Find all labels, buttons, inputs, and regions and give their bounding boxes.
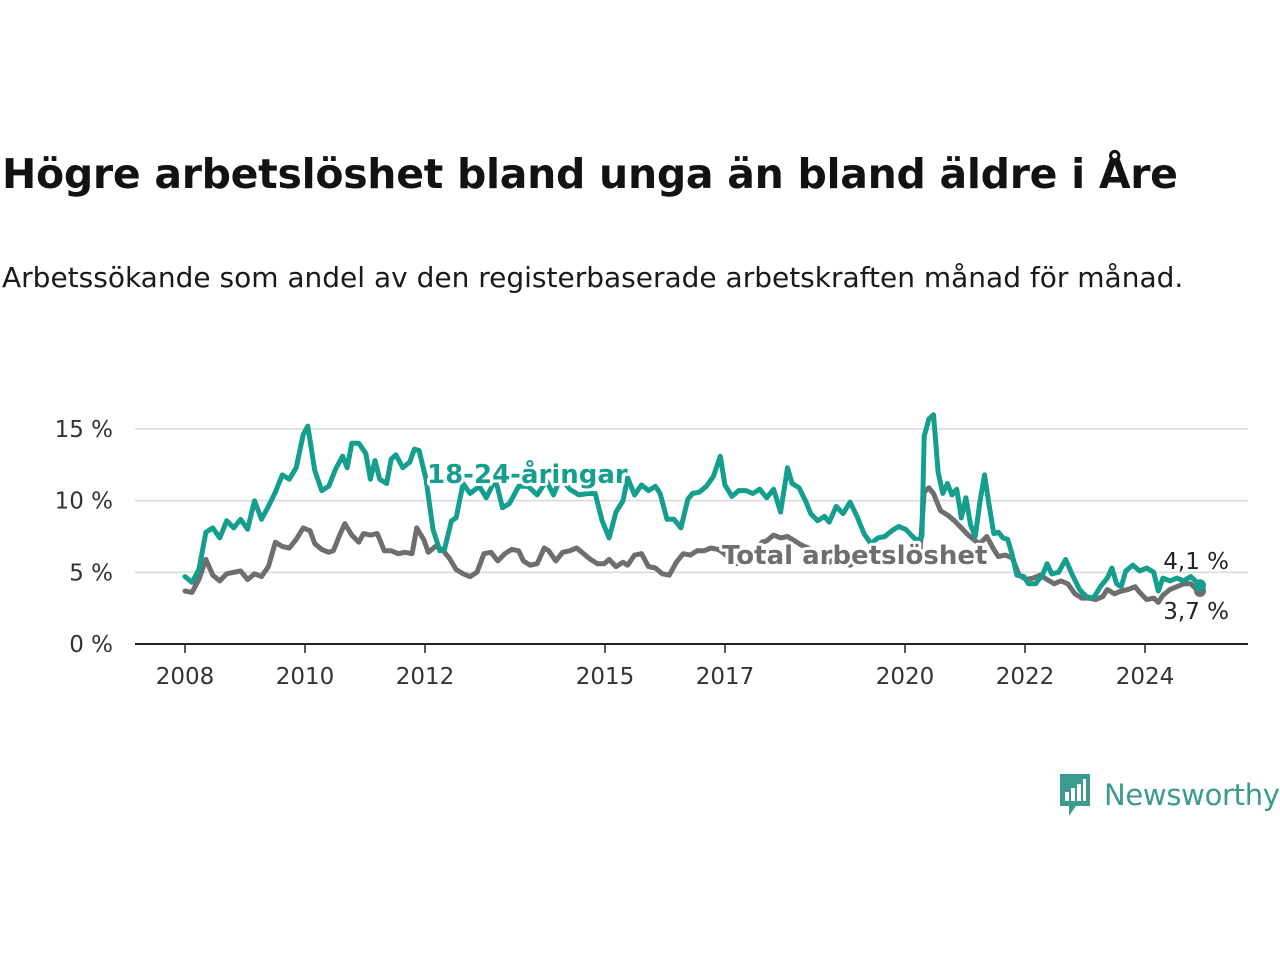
end-value-label-total: 3,7 % <box>1163 599 1229 625</box>
brand-name: Newsworthy <box>1104 778 1280 812</box>
grid-lines <box>135 428 1248 645</box>
x-tick-label: 2012 <box>396 664 455 690</box>
line-chart: 0 %5 %10 %15 % 2008 2010 2012 2015 2017 2020 2… <box>55 412 1248 690</box>
series-labels: 18-24-åringar Total arbetslöshet 4,1 % 3,7 … <box>424 455 1229 625</box>
newsworthy-logo-icon <box>1060 774 1090 816</box>
x-tick-label: 2008 <box>156 664 215 690</box>
y-axis: 0 % 5 % 10 % 15 % <box>55 417 113 658</box>
x-tick-label: 2010 <box>276 664 335 690</box>
chart-title: Högre arbetslöshet bland unga än bland ä… <box>2 150 1178 198</box>
x-tick-label: 2020 <box>876 664 935 690</box>
y-tick-label: 5 % <box>69 560 113 586</box>
y-tick-label: 10 % <box>55 489 113 515</box>
x-tick-label: 2015 <box>576 664 635 690</box>
x-axis: 2008 2010 2012 2015 2017 2020 2022 2024 <box>156 644 1175 690</box>
x-tick-label: 2022 <box>996 664 1055 690</box>
series-label-total: Total arbetslöshet <box>722 541 987 571</box>
y-tick-label: 15 % <box>55 417 113 443</box>
series-line-total <box>182 485 1203 605</box>
y-tick-label: 0 % <box>69 632 113 658</box>
series-label-unga: 18-24-åringar <box>427 458 628 490</box>
series-lines <box>182 412 1206 605</box>
x-tick-label: 2017 <box>696 664 755 690</box>
series-end-marker <box>1194 579 1206 592</box>
end-value-label-unga: 4,1 % <box>1163 549 1229 575</box>
chart-subtitle: Arbetssökande som andel av den registerb… <box>2 261 1184 294</box>
newsworthy-logo: Newsworthy <box>1058 772 1280 818</box>
series-line-unga <box>182 412 1203 601</box>
x-tick-label: 2024 <box>1116 664 1175 690</box>
